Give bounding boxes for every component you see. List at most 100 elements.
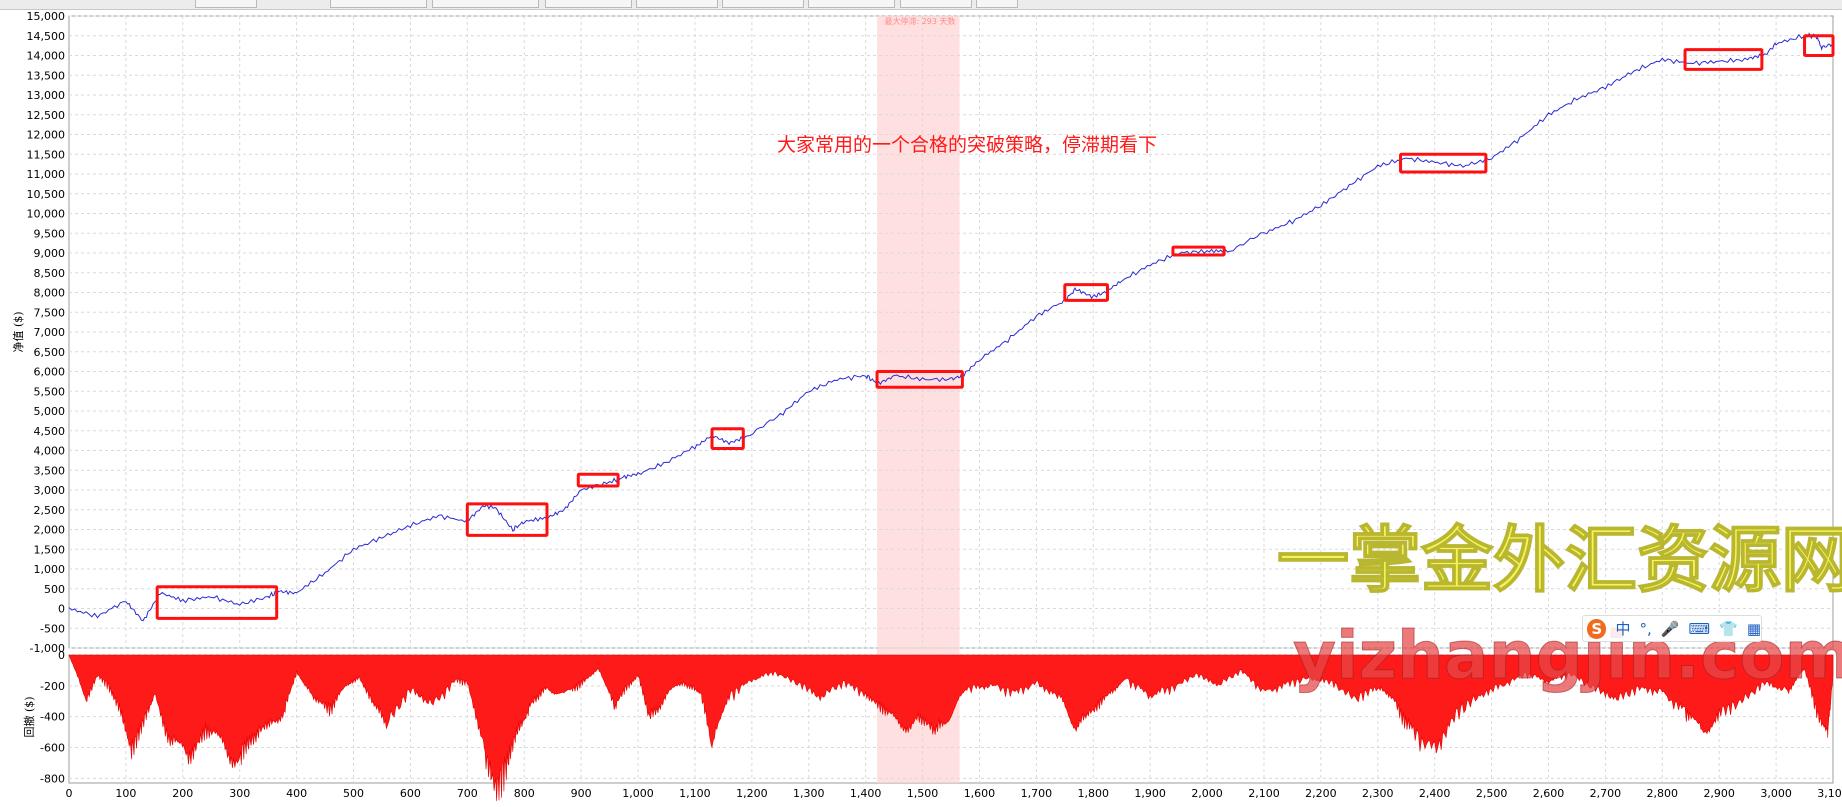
sogou-logo-icon[interactable]: S [1587, 618, 1607, 639]
x-tick-label: 2,600 [1533, 787, 1565, 800]
x-tick-label: 0 [66, 787, 73, 800]
strategy-note: 大家常用的一个合格的突破策略，停滞期看下 [777, 134, 1157, 156]
ime-punctuation[interactable]: °, [1639, 619, 1652, 638]
top-toolbar-strip [0, 0, 1842, 10]
x-tick-label: 2,700 [1590, 787, 1622, 800]
microphone-icon[interactable]: 🎤 [1660, 619, 1680, 638]
y-tick-label: 11,500 [27, 148, 66, 161]
y-tick-label: 0 [58, 603, 65, 616]
drawdown-area [68, 654, 1834, 802]
x-tick-label: 2,500 [1476, 787, 1508, 800]
y-tick-label: 5,000 [34, 405, 66, 418]
y-tick-label: 7,500 [34, 306, 66, 319]
y-tick-label: 9,000 [34, 247, 66, 260]
y-tick-label: 12,000 [27, 129, 66, 142]
equity-curve [68, 32, 1834, 622]
x-tick-label: 1,500 [907, 787, 939, 800]
grid-menu-icon[interactable]: ▦ [1746, 619, 1761, 638]
y-tick-label: -1,000 [30, 642, 65, 655]
x-tick-label: 1,000 [622, 787, 654, 800]
toolbar-tab[interactable] [636, 0, 718, 8]
x-tick-label: 2,900 [1703, 787, 1735, 800]
drawdown-tick-label: -400 [40, 711, 65, 724]
x-tick-label: 700 [457, 787, 478, 800]
stagnation-highlight-box [1399, 152, 1488, 174]
x-tick-label: 400 [286, 787, 307, 800]
toolbar-tab[interactable] [808, 0, 895, 8]
stagnation-highlight-box [465, 502, 549, 537]
x-tick-label: 2,100 [1248, 787, 1280, 800]
y-tick-label: 6,000 [34, 366, 66, 379]
stagnation-highlight-box [1683, 48, 1764, 71]
y-tick-label: 4,500 [34, 425, 66, 438]
toolbar-tab[interactable] [330, 0, 427, 8]
y-tick-label: 8,500 [34, 267, 66, 280]
x-tick-label: 1,100 [679, 787, 711, 800]
toolbar-tab[interactable] [545, 0, 632, 8]
y-tick-label: 3,500 [34, 464, 66, 477]
y-tick-label: 4,000 [34, 445, 66, 458]
y-tick-label: 500 [44, 583, 65, 596]
y-tick-label: 13,500 [27, 69, 66, 82]
x-tick-label: 3,000 [1760, 787, 1792, 800]
drawdown-tick-label: -800 [40, 772, 65, 785]
x-tick-label: 2,300 [1362, 787, 1394, 800]
y-tick-label: 13,000 [27, 89, 66, 102]
toolbar-tab[interactable] [722, 0, 804, 8]
x-tick-label: 1,600 [964, 787, 996, 800]
toolbar-tab[interactable] [432, 0, 539, 8]
toolbar-tab[interactable] [195, 0, 257, 8]
y-tick-label: 12,500 [27, 109, 66, 122]
y-tick-label: 10,000 [27, 208, 66, 221]
y-tick-label: 9,500 [34, 227, 66, 240]
toolbar-tab[interactable] [976, 0, 1018, 8]
stagnation-label: 最大停滞: 293 天数 [884, 16, 955, 26]
x-tick-label: 800 [514, 787, 535, 800]
x-tick-label: 1,900 [1134, 787, 1166, 800]
skin-icon[interactable]: 👕 [1719, 619, 1738, 638]
stagnation-highlight-box [710, 427, 745, 451]
y-tick-label: 7,000 [34, 326, 66, 339]
y-tick-label: 8,000 [34, 287, 66, 300]
keyboard-icon[interactable]: ⌨ [1688, 619, 1711, 638]
stagnation-highlight-box [576, 472, 620, 488]
x-tick-label: 100 [115, 787, 136, 800]
y-tick-label: 2,500 [34, 504, 66, 517]
x-tick-label: 1,700 [1021, 787, 1053, 800]
y-tick-label: 1,500 [34, 543, 66, 556]
x-tick-label: 2,800 [1647, 787, 1679, 800]
x-tick-label: 900 [571, 787, 592, 800]
stagnation-highlight-box [875, 370, 964, 389]
y-tick-label: 5,500 [34, 385, 66, 398]
ime-chinese-mode[interactable]: 中 [1615, 620, 1631, 638]
y-tick-label: -500 [40, 622, 65, 635]
toolbar-tab[interactable] [900, 0, 972, 8]
stagnation-highlight-box [155, 585, 279, 620]
drawdown-axis-label: 回撤 ($) [22, 696, 36, 737]
y-tick-label: 2,000 [34, 524, 66, 537]
x-tick-label: 1,300 [793, 787, 825, 800]
x-tick-label: 1,800 [1078, 787, 1110, 800]
stagnation-highlight-box [1803, 34, 1835, 57]
x-tick-label: 2,000 [1191, 787, 1223, 800]
y-tick-label: 11,000 [27, 168, 66, 181]
drawdown-tick-label: -200 [40, 680, 65, 693]
stagnation-highlight-box [1171, 245, 1226, 257]
stagnation-highlight-box [1063, 283, 1109, 302]
y-tick-label: 14,000 [27, 50, 66, 63]
x-tick-label: 1,400 [850, 787, 882, 800]
equity-axis-label: 净值 ($) [11, 311, 25, 352]
x-tick-label: 1,200 [736, 787, 768, 800]
y-tick-label: 1,000 [34, 563, 66, 576]
x-tick-label: 200 [172, 787, 193, 800]
ime-toolbar[interactable]: S 中 °, 🎤 ⌨ 👕 ▦ [1582, 615, 1762, 642]
x-tick-label: 300 [229, 787, 250, 800]
y-tick-label: 6,500 [34, 346, 66, 359]
x-tick-label: 600 [400, 787, 421, 800]
y-tick-label: 3,000 [34, 484, 66, 497]
x-tick-label: 2,400 [1419, 787, 1451, 800]
drawdown-tick-label: -600 [40, 742, 65, 755]
y-tick-label: 15,000 [27, 10, 66, 23]
x-tick-label: 3,100 [1817, 787, 1842, 800]
